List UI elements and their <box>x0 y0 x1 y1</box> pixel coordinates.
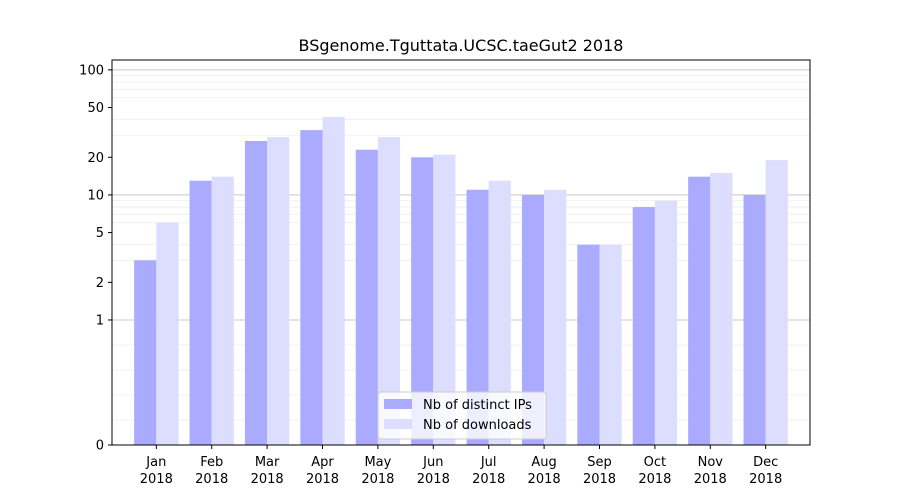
x-tick-label-year: 2018 <box>140 472 173 487</box>
chart-title: BSgenome.Tguttata.UCSC.taeGut2 2018 <box>299 36 624 55</box>
x-tick-label-year: 2018 <box>638 472 671 487</box>
bar-distinct-ips <box>189 180 212 445</box>
x-tick-label-month: Nov <box>698 455 724 470</box>
x-tick-label-month: Jun <box>422 455 443 470</box>
bar-distinct-ips <box>521 194 545 445</box>
y-tick-label: 5 <box>96 226 104 241</box>
x-tick-label-month: Feb <box>200 455 223 470</box>
x-tick-label-month: May <box>364 455 391 470</box>
x-tick-label-year: 2018 <box>361 472 394 487</box>
bar-downloads <box>599 244 622 445</box>
bar-downloads <box>156 222 179 445</box>
bar-downloads <box>322 117 345 445</box>
legend: Nb of distinct IPs Nb of downloads <box>377 391 547 440</box>
x-tick-label-month: Apr <box>311 455 334 470</box>
x-tick-label-year: 2018 <box>472 472 505 487</box>
bar-downloads <box>765 160 788 445</box>
y-tick-label: 50 <box>87 101 104 116</box>
legend-swatch <box>384 399 412 409</box>
y-tick-label: 2 <box>96 276 104 291</box>
x-axis: Jan 2018 Feb 2018 Mar 2018 Apr 2018 May 2018 Jun 20… <box>140 445 782 487</box>
bar-distinct-ips <box>743 194 766 445</box>
y-tick-label: 10 <box>87 188 104 203</box>
bar-distinct-ips <box>134 260 157 445</box>
y-axis: 0 1 2 5 10 20 50 100 <box>79 63 112 454</box>
y-tick-label: 0 <box>96 439 104 454</box>
bar-distinct-ips <box>577 244 600 445</box>
y-tick-label: 20 <box>87 151 104 166</box>
y-tick-label: 1 <box>96 313 104 328</box>
bar-downloads <box>544 189 567 445</box>
bar-downloads <box>433 154 456 446</box>
legend-label: Nb of distinct IPs <box>423 398 532 413</box>
x-tick-label-month: Mar <box>255 455 280 470</box>
y-tick-label: 100 <box>79 63 104 78</box>
plot-frame <box>111 59 811 446</box>
bar-distinct-ips <box>632 207 655 445</box>
x-tick-label-year: 2018 <box>251 472 284 487</box>
bar-distinct-ips <box>300 130 323 445</box>
bar-downloads <box>654 200 678 445</box>
legend-box <box>377 391 547 440</box>
bar-downloads <box>377 137 401 445</box>
bars <box>134 117 788 446</box>
x-tick-label-month: Sep <box>587 455 612 470</box>
x-tick-label-month: Aug <box>531 455 556 470</box>
x-tick-label-year: 2018 <box>528 472 561 487</box>
x-tick-label-year: 2018 <box>749 472 782 487</box>
x-tick-label-month: Jan <box>145 455 166 470</box>
bar-distinct-ips <box>688 176 711 445</box>
x-tick-label-year: 2018 <box>694 472 727 487</box>
bar-downloads <box>267 137 290 445</box>
x-tick-label-month: Jul <box>480 455 497 470</box>
legend-label: Nb of downloads <box>423 418 532 433</box>
x-tick-label-month: Dec <box>753 455 778 470</box>
bar-distinct-ips <box>355 149 378 446</box>
bar-downloads <box>211 176 234 445</box>
x-tick-label-month: Oct <box>644 455 666 470</box>
legend-swatch <box>384 419 412 429</box>
bar-downloads <box>710 172 733 445</box>
bar-downloads <box>488 180 511 445</box>
x-tick-label-year: 2018 <box>583 472 616 487</box>
x-tick-label-year: 2018 <box>417 472 450 487</box>
bar-distinct-ips <box>466 189 489 445</box>
x-tick-label-year: 2018 <box>195 472 228 487</box>
x-tick-label-year: 2018 <box>306 472 339 487</box>
bar-distinct-ips <box>411 157 434 445</box>
bar-distinct-ips <box>244 140 268 445</box>
